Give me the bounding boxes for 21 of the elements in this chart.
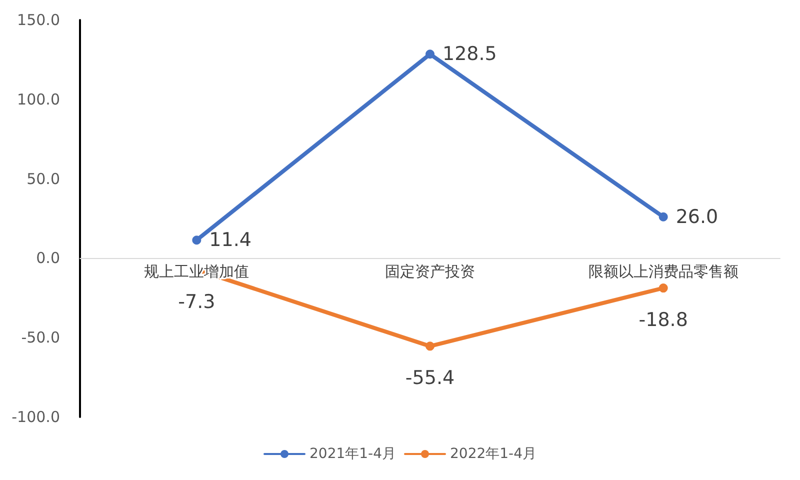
data-label: 128.5 bbox=[442, 43, 497, 66]
point bbox=[192, 236, 202, 245]
data-label: -18.8 bbox=[638, 309, 688, 332]
y-tick-label: 100.0 bbox=[17, 90, 60, 108]
y-tick-label: -100.0 bbox=[12, 408, 60, 426]
data-label: 11.4 bbox=[209, 229, 252, 252]
point bbox=[658, 284, 668, 293]
legend-label: 2021年1-4月 bbox=[310, 446, 396, 462]
x-tick-label: 限额以上消费品零售额 bbox=[588, 262, 738, 281]
point bbox=[426, 50, 434, 59]
y-tick-label: 50.0 bbox=[26, 170, 60, 188]
data-label: -55.4 bbox=[405, 367, 455, 390]
data-label: 26.0 bbox=[676, 206, 718, 228]
data-label: -7.3 bbox=[178, 290, 216, 313]
y-tick-label: -50.0 bbox=[21, 328, 60, 347]
legend-label: 2022年1-4月 bbox=[450, 446, 536, 462]
y-tick-label: 150.0 bbox=[17, 11, 60, 29]
x-tick-label: 固定资产投资 bbox=[385, 262, 475, 281]
point bbox=[426, 342, 434, 351]
y-tick-label: 0.0 bbox=[36, 249, 60, 268]
point bbox=[658, 212, 668, 222]
